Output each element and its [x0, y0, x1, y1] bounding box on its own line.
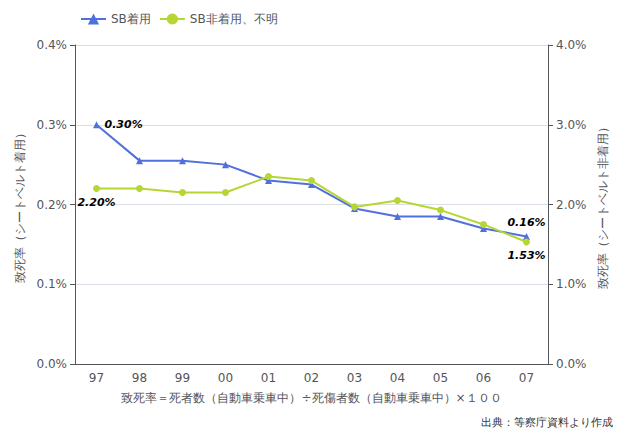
svg-text:0.3%: 0.3%	[37, 118, 68, 132]
svg-text:01: 01	[261, 371, 276, 385]
svg-text:0.1%: 0.1%	[37, 277, 68, 291]
svg-text:SB着用: SB着用	[111, 12, 151, 26]
svg-text:致死率（シートベルト非着用）: 致死率（シートベルト非着用）	[596, 121, 610, 289]
svg-text:2.0%: 2.0%	[556, 198, 587, 212]
svg-text:0.30%: 0.30%	[105, 118, 143, 131]
svg-text:0.0%: 0.0%	[556, 357, 587, 371]
svg-text:2.20%: 2.20%	[77, 196, 115, 209]
svg-text:06: 06	[476, 371, 491, 385]
svg-text:3.0%: 3.0%	[556, 118, 587, 132]
svg-text:97: 97	[89, 371, 104, 385]
svg-text:SB非着用、不明: SB非着用、不明	[190, 12, 278, 26]
svg-text:致死率＝死者数（自動車乗車中）÷死傷者数（自動車乗車中）×１: 致死率＝死者数（自動車乗車中）÷死傷者数（自動車乗車中）×１００	[121, 391, 501, 405]
svg-text:02: 02	[304, 371, 319, 385]
svg-text:98: 98	[132, 371, 147, 385]
svg-text:00: 00	[218, 371, 233, 385]
svg-text:4.0%: 4.0%	[556, 38, 587, 52]
svg-text:0.4%: 0.4%	[37, 38, 68, 52]
svg-text:1.53%: 1.53%	[507, 249, 545, 262]
svg-text:致死率（シートベルト着用）: 致死率（シートベルト着用）	[13, 127, 27, 283]
svg-text:1.0%: 1.0%	[556, 277, 587, 291]
svg-text:0.16%: 0.16%	[507, 216, 545, 229]
svg-text:04: 04	[390, 371, 405, 385]
svg-text:99: 99	[175, 371, 190, 385]
svg-text:05: 05	[433, 371, 448, 385]
svg-text:07: 07	[519, 371, 534, 385]
svg-text:0.0%: 0.0%	[37, 357, 68, 371]
svg-text:03: 03	[347, 371, 362, 385]
svg-text:0.2%: 0.2%	[37, 198, 68, 212]
svg-text:出典：等察庁資料より作成: 出典：等察庁資料より作成	[481, 416, 613, 429]
